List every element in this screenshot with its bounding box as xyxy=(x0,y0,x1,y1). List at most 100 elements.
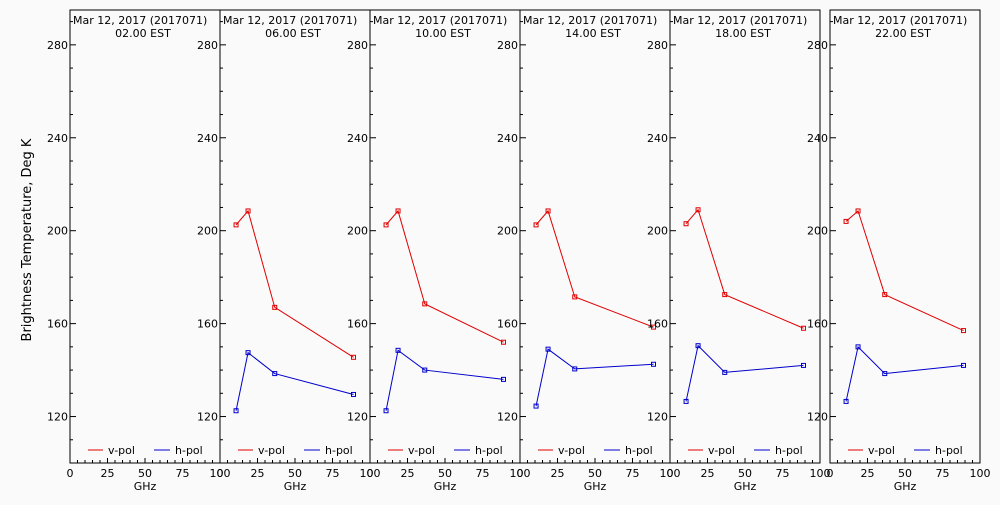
h-pol-point xyxy=(722,369,728,375)
v-pol-point xyxy=(882,292,888,298)
v-pol-point xyxy=(855,208,861,214)
x-tick-label: 100 xyxy=(660,467,681,480)
h-pol-point xyxy=(683,398,689,404)
v-pol-point xyxy=(351,354,356,360)
legend-h-pol-label: h-pol xyxy=(325,444,353,457)
y-tick-label: 160 xyxy=(47,318,68,331)
x-tick-label: 25 xyxy=(701,467,715,480)
v-pol-point xyxy=(533,222,539,228)
v-pol-line xyxy=(535,209,654,328)
y-tick-label: 240 xyxy=(647,132,668,145)
x-tick-label: 50 xyxy=(438,467,452,480)
x-tick-label: 50 xyxy=(288,467,302,480)
v-pol-line xyxy=(685,208,804,329)
x-tick-label: 75 xyxy=(776,467,790,480)
legend-h-pol-label: h-pol xyxy=(625,444,653,457)
v-pol-point xyxy=(545,208,551,214)
x-tick-label: 75 xyxy=(326,467,340,480)
h-pol-point xyxy=(501,376,506,382)
y-tick-label: 200 xyxy=(647,225,668,238)
x-axis-label: GHz xyxy=(434,480,457,493)
x-tick-label: 25 xyxy=(101,467,115,480)
legend-h-pol-label: h-pol xyxy=(475,444,503,457)
y-tick-label: 240 xyxy=(47,132,68,145)
h-pol-point xyxy=(272,371,278,377)
v-pol-point xyxy=(233,222,239,228)
panel-2: Mar 12, 2017 (2017071)06.00 EST 120 160 200… xyxy=(197,9,381,493)
legend-v-pol-label: v-pol xyxy=(868,444,895,457)
v-pol-point xyxy=(801,325,806,331)
y-tick-label: 240 xyxy=(807,132,828,145)
panel-title: Mar 12, 2017 (2017071) xyxy=(673,14,807,27)
y-tick-label: 160 xyxy=(807,318,828,331)
panel-title: Mar 12, 2017 (2017071) xyxy=(833,14,967,27)
x-tick-label: 25 xyxy=(401,467,415,480)
x-tick-label: 0 xyxy=(217,467,224,480)
y-tick-label: 120 xyxy=(807,411,828,424)
x-tick-label: 75 xyxy=(936,467,950,480)
h-pol-line xyxy=(535,348,654,407)
panel-subtitle: 14.00 EST xyxy=(565,27,621,40)
y-tick-label: 280 xyxy=(807,39,828,52)
legend-v-pol-label: v-pol xyxy=(408,444,435,457)
panel-5: Mar 12, 2017 (2017071)18.00 EST 120 160 200… xyxy=(647,9,831,493)
y-tick-label: 240 xyxy=(497,132,518,145)
x-tick-label: 25 xyxy=(251,467,265,480)
y-tick-label: 280 xyxy=(347,39,368,52)
x-axis-label: GHz xyxy=(134,480,157,493)
y-tick-label: 240 xyxy=(197,132,218,145)
y-tick-label: 200 xyxy=(197,225,218,238)
panel-title: Mar 12, 2017 (2017071) xyxy=(523,14,657,27)
legend-h-pol-label: h-pol xyxy=(935,444,963,457)
y-tick-label: 120 xyxy=(47,411,68,424)
x-axis-label: GHz xyxy=(894,480,917,493)
v-pol-point xyxy=(383,222,389,228)
x-tick-label: 0 xyxy=(367,467,374,480)
x-tick-label: 50 xyxy=(738,467,752,480)
y-axis-label: Brightness Temperature, Deg K xyxy=(20,138,35,341)
y-tick-label: 200 xyxy=(807,225,828,238)
panel-frame xyxy=(829,9,981,464)
y-tick-label: 200 xyxy=(47,225,68,238)
y-tick-label: 280 xyxy=(647,39,668,52)
y-tick-label: 120 xyxy=(197,411,218,424)
v-pol-point xyxy=(843,218,849,224)
x-tick-label: 50 xyxy=(898,467,912,480)
panel-subtitle: 18.00 EST xyxy=(715,27,771,40)
h-pol-point xyxy=(245,350,251,356)
v-pol-point xyxy=(961,328,966,334)
x-tick-label: 0 xyxy=(517,467,524,480)
x-tick-label: 25 xyxy=(551,467,565,480)
y-tick-label: 160 xyxy=(647,318,668,331)
v-pol-point xyxy=(722,292,728,298)
h-pol-point xyxy=(801,362,806,368)
h-pol-point xyxy=(395,347,401,353)
x-tick-label: 50 xyxy=(138,467,152,480)
h-pol-point xyxy=(545,346,551,352)
y-tick-label: 160 xyxy=(197,318,218,331)
x-tick-label: 0 xyxy=(667,467,674,480)
x-tick-label: 75 xyxy=(626,467,640,480)
y-tick-label: 120 xyxy=(497,411,518,424)
legend-h-pol-label: h-pol xyxy=(775,444,803,457)
y-tick-label: 240 xyxy=(347,132,368,145)
v-pol-point xyxy=(422,301,428,307)
x-axis-label: GHz xyxy=(734,480,757,493)
panel-4: Mar 12, 2017 (2017071)14.00 EST 120 160 200… xyxy=(497,9,681,493)
y-tick-label: 120 xyxy=(647,411,668,424)
v-pol-line xyxy=(235,209,354,358)
legend-v-pol-label: v-pol xyxy=(558,444,585,457)
panel-subtitle: 10.00 EST xyxy=(415,27,471,40)
y-tick-label: 160 xyxy=(497,318,518,331)
x-tick-label: 75 xyxy=(476,467,490,480)
h-pol-point xyxy=(351,391,356,397)
y-tick-label: 120 xyxy=(347,411,368,424)
v-pol-line xyxy=(845,210,964,332)
x-tick-label: 100 xyxy=(360,467,381,480)
panel-title: Mar 12, 2017 (2017071) xyxy=(73,14,207,27)
h-pol-point xyxy=(961,362,966,368)
panel-title: Mar 12, 2017 (2017071) xyxy=(223,14,357,27)
h-pol-point xyxy=(422,367,428,373)
